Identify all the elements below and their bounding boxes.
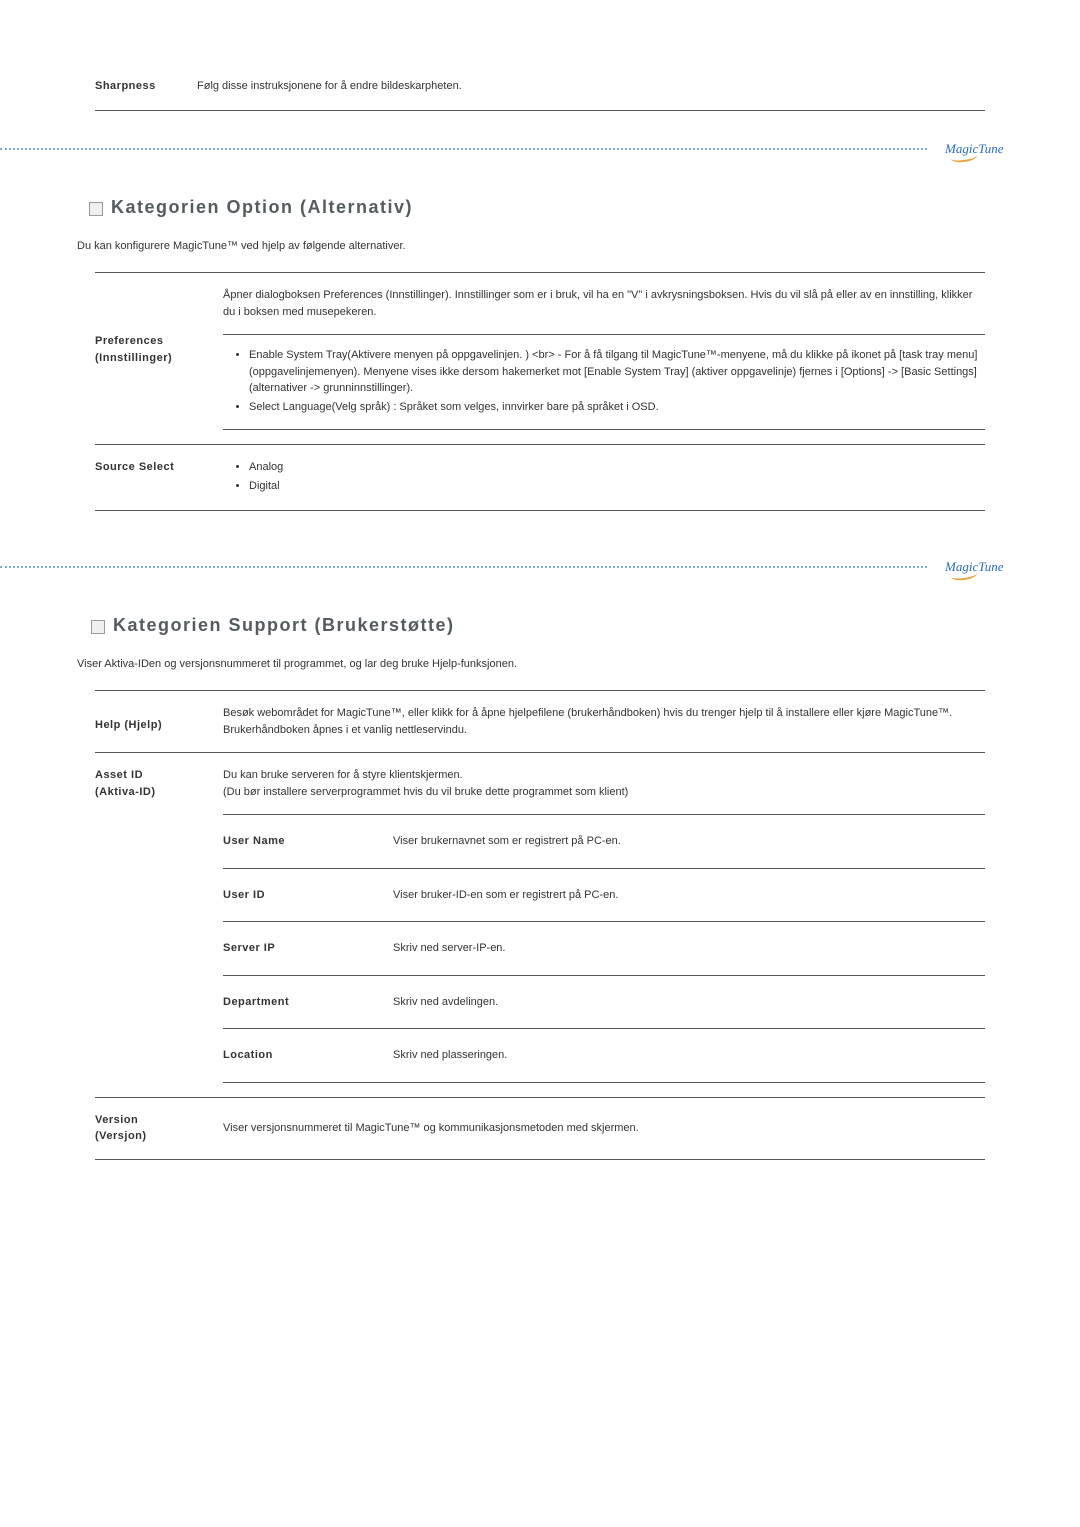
preferences-content: Åpner dialogboksen Preferences (Innstill…: [213, 273, 985, 444]
sub-label-userid: User ID: [223, 887, 393, 904]
asset-id-content: Du kan bruke serveren for å styre klient…: [213, 753, 985, 1097]
sub-label-serverip: Server IP: [223, 940, 393, 957]
option-table: Preferences (Innstillinger) Åpner dialog…: [95, 272, 985, 511]
page: Sharpness Følg disse instruksjonene for …: [0, 0, 1080, 1220]
help-row: Help (Hjelp) Besøk webområdet for MagicT…: [95, 691, 985, 753]
support-intro: Viser Aktiva-IDen og versjonsnummeret ti…: [77, 658, 985, 670]
logo-swoosh-icon: [950, 150, 977, 164]
sharpness-row: Sharpness Følg disse instruksjonene for …: [95, 80, 985, 111]
separator-logo-2: MagicTune: [0, 559, 1005, 575]
version-desc: Viser versjonsnummeret til MagicTune™ og…: [213, 1098, 985, 1159]
separator-logo-1: MagicTune: [0, 141, 1005, 157]
sub-desc-userid: Viser bruker-ID-en som er registrert på …: [393, 887, 985, 904]
sub-desc-serverip: Skriv ned server-IP-en.: [393, 940, 985, 957]
option-title-text: Kategorien Option (Alternativ): [111, 197, 413, 218]
sub-row-serverip: Server IP Skriv ned server-IP-en.: [223, 921, 985, 975]
preferences-bullet-1: Enable System Tray(Aktivere menyen på op…: [249, 347, 985, 397]
source-select-content: Analog Digital: [213, 445, 985, 510]
source-select-row: Source Select Analog Digital: [95, 445, 985, 511]
asset-id-desc-line2: (Du bør installere serverprogrammet hvis…: [223, 784, 985, 801]
preferences-list: Enable System Tray(Aktivere menyen på op…: [223, 347, 985, 415]
spacer: [95, 511, 985, 541]
dotted-line: [0, 566, 927, 568]
sub-label-department: Department: [223, 994, 393, 1011]
version-label-line2: (Versjon): [95, 1130, 147, 1142]
sub-label-username: User Name: [223, 833, 393, 850]
sharpness-label: Sharpness: [95, 80, 197, 92]
asset-id-label-line1: Asset ID: [95, 769, 143, 781]
asset-id-subtable: User Name Viser brukernavnet som er regi…: [223, 814, 985, 1083]
logo-swoosh-icon: [950, 568, 977, 582]
section-bullet-icon: [89, 202, 103, 216]
source-select-digital: Digital: [249, 478, 985, 495]
version-row: Version (Versjon) Viser versjonsnummeret…: [95, 1098, 985, 1160]
preferences-row: Preferences (Innstillinger) Åpner dialog…: [95, 273, 985, 445]
sub-label-location: Location: [223, 1047, 393, 1064]
preferences-lead: Åpner dialogboksen Preferences (Innstill…: [223, 287, 985, 320]
preferences-bullets-block: Enable System Tray(Aktivere menyen på op…: [223, 334, 985, 430]
sub-row-username: User Name Viser brukernavnet som er regi…: [223, 814, 985, 868]
sub-desc-location: Skriv ned plasseringen.: [393, 1047, 985, 1064]
sharpness-desc: Følg disse instruksjonene for å endre bi…: [197, 80, 985, 92]
asset-id-row: Asset ID (Aktiva-ID) Du kan bruke server…: [95, 753, 985, 1098]
sub-desc-department: Skriv ned avdelingen.: [393, 994, 985, 1011]
option-intro: Du kan konfigurere MagicTune™ ved hjelp …: [77, 240, 985, 252]
version-label-line1: Version: [95, 1114, 138, 1126]
help-label: Help (Hjelp): [95, 691, 213, 752]
asset-id-label-line2: (Aktiva-ID): [95, 786, 156, 798]
magictune-logo: MagicTune: [945, 559, 1005, 575]
source-select-label: Source Select: [95, 445, 213, 510]
support-title-text: Kategorien Support (Brukerstøtte): [113, 615, 455, 636]
preferences-label-line2: (Innstillinger): [95, 352, 172, 364]
sub-row-userid: User ID Viser bruker-ID-en som er regist…: [223, 868, 985, 922]
support-section-title: Kategorien Support (Brukerstøtte): [91, 615, 985, 636]
source-select-list: Analog Digital: [223, 459, 985, 494]
option-section-title: Kategorien Option (Alternativ): [89, 197, 985, 218]
source-select-analog: Analog: [249, 459, 985, 476]
version-label: Version (Versjon): [95, 1098, 213, 1159]
sub-row-location: Location Skriv ned plasseringen.: [223, 1028, 985, 1083]
sub-row-department: Department Skriv ned avdelingen.: [223, 975, 985, 1029]
sub-desc-username: Viser brukernavnet som er registrert på …: [393, 833, 985, 850]
asset-id-desc-line1: Du kan bruke serveren for å styre klient…: [223, 767, 985, 784]
preferences-label: Preferences (Innstillinger): [95, 273, 213, 444]
help-desc: Besøk webområdet for MagicTune™, eller k…: [213, 691, 985, 752]
support-table: Help (Hjelp) Besøk webområdet for MagicT…: [95, 690, 985, 1160]
asset-id-label: Asset ID (Aktiva-ID): [95, 753, 213, 1097]
section-bullet-icon: [91, 620, 105, 634]
magictune-logo: MagicTune: [945, 141, 1005, 157]
dotted-line: [0, 148, 927, 150]
preferences-label-line1: Preferences: [95, 335, 164, 347]
preferences-bullet-2: Select Language(Velg språk) : Språket so…: [249, 399, 985, 416]
